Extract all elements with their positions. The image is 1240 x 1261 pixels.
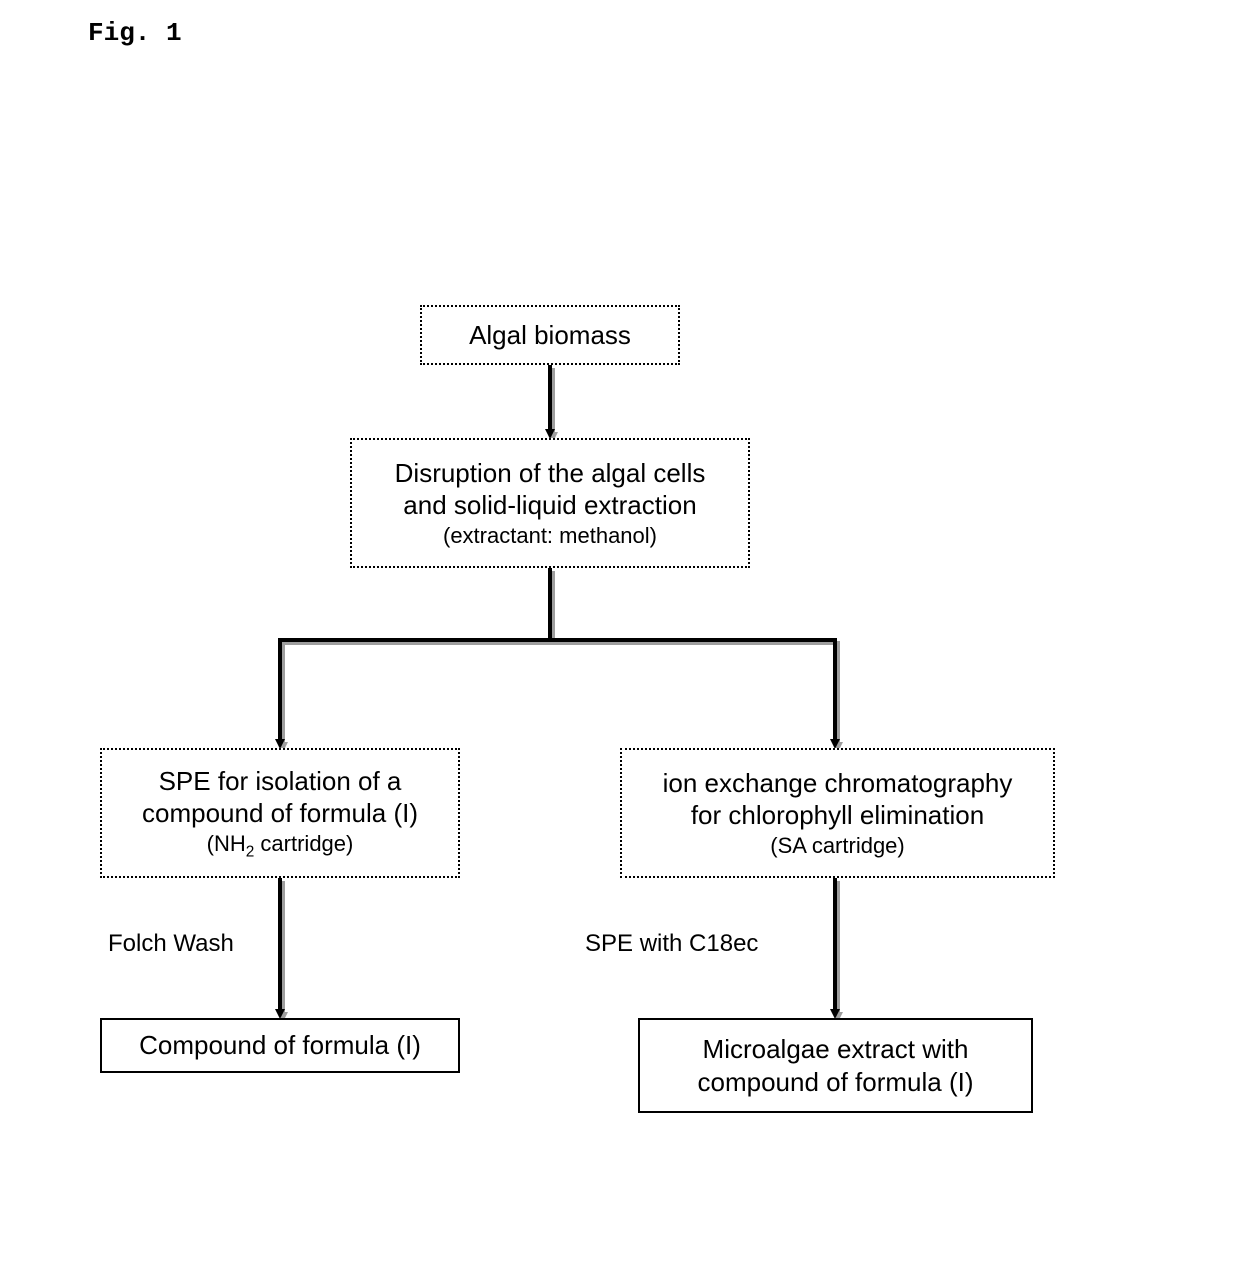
node-ion-exchange: ion exchange chromatography for chloroph…	[620, 748, 1055, 878]
node-text: SPE for isolation of a	[159, 765, 402, 798]
node-compound-result: Compound of formula (I)	[100, 1018, 460, 1073]
node-subtext: (NH2 cartridge)	[207, 830, 354, 862]
node-microalgae-extract-result: Microalgae extract with compound of form…	[638, 1018, 1033, 1113]
edge-n1-n2	[550, 365, 553, 438]
node-spe-nh2: SPE for isolation of a compound of formu…	[100, 748, 460, 878]
node-disruption-extraction: Disruption of the algal cells and solid-…	[350, 438, 750, 568]
node-text: Microalgae extract with	[703, 1033, 969, 1066]
node-text: for chlorophyll elimination	[691, 799, 984, 832]
node-text: and solid-liquid extraction	[403, 489, 696, 522]
figure-label: Fig. 1	[88, 18, 182, 48]
node-text: Disruption of the algal cells	[395, 457, 706, 490]
node-text: ion exchange chromatography	[663, 767, 1013, 800]
label-folch-wash: Folch Wash	[108, 930, 234, 958]
edge-n3-n5	[280, 878, 283, 1018]
node-subtext: (SA cartridge)	[770, 832, 905, 860]
node-text: compound of formula (I)	[142, 797, 418, 830]
node-text: compound of formula (I)	[697, 1066, 973, 1099]
edge-n4-n6	[835, 878, 838, 1018]
edge-fork	[280, 568, 838, 748]
node-algal-biomass: Algal biomass	[420, 305, 680, 365]
node-text: Compound of formula (I)	[139, 1029, 421, 1062]
label-spe-c18ec: SPE with C18ec	[585, 930, 758, 958]
node-text: Algal biomass	[469, 319, 631, 352]
node-subtext: (extractant: methanol)	[443, 522, 657, 550]
